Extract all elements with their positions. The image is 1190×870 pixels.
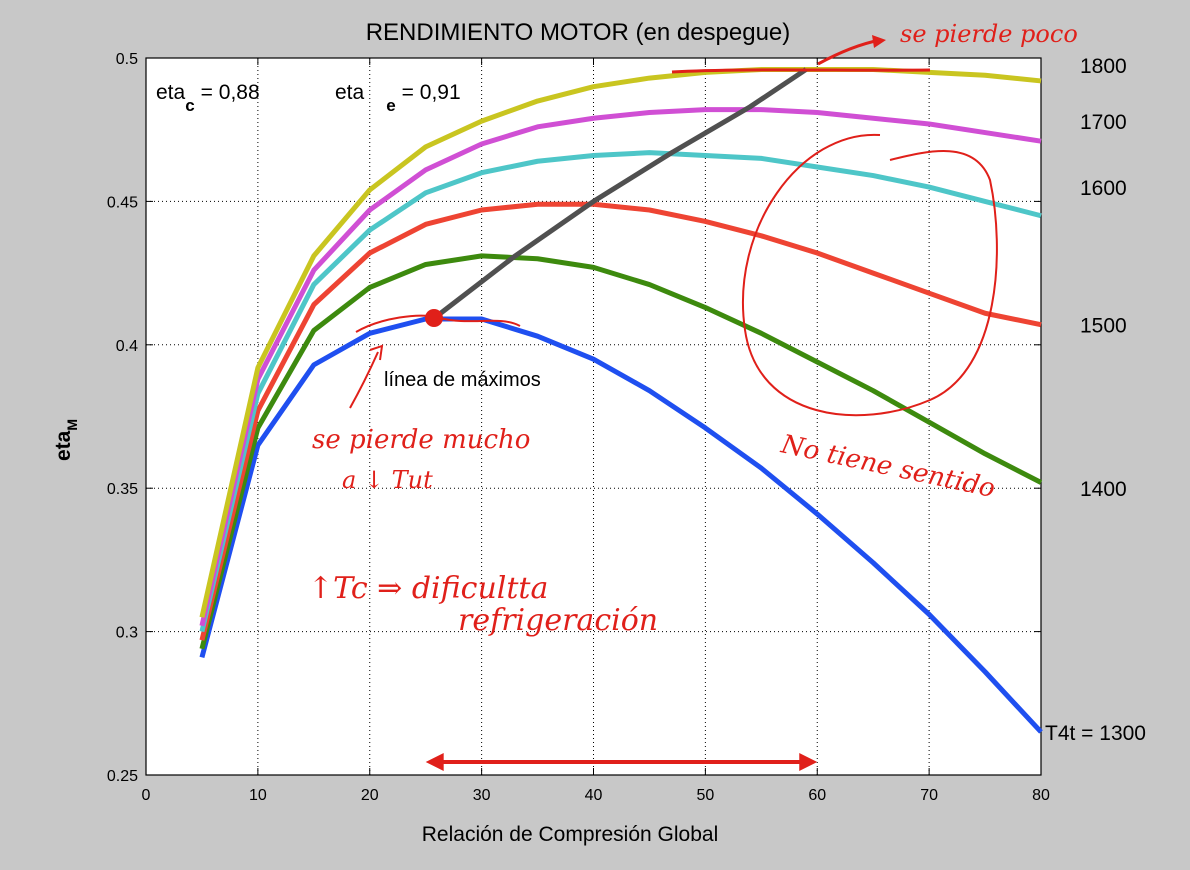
x-tick-label: 40 [585, 787, 603, 804]
y-axis-label-sub: M [64, 419, 80, 431]
ink-arrow-up [349, 351, 379, 409]
series-line-1 [199, 316, 1043, 734]
param-c-label: eta [156, 81, 186, 104]
param-e-subscript: e [386, 96, 395, 115]
ink-text-a-tut: a ↓ Tut [342, 466, 433, 494]
series-line-5 [199, 107, 1042, 627]
x-tick-label: 70 [920, 787, 938, 804]
max-line-label: línea de máximos [384, 369, 541, 391]
series-line-3 [199, 201, 1042, 641]
parameter-text: etac= 0,88 etae= 0,91 [156, 81, 461, 115]
series-labels: T4t = 1300 1400 1500 1600 1700 1800 [1045, 55, 1146, 745]
param-e-value: = 0,91 [402, 81, 461, 104]
ink-arrowhead-top [872, 35, 886, 48]
chart-title: RENDIMIENTO MOTOR (en despegue) [366, 19, 791, 46]
ink-text-refrigeracion: refrigeración [458, 603, 658, 638]
y-axis-label-main: eta [52, 430, 75, 461]
ink-range-arrow [425, 753, 818, 771]
x-tick-label: 50 [696, 787, 714, 804]
series-line-4 [199, 150, 1042, 633]
param-e-label: eta [335, 81, 365, 104]
series-label-3: 1500 [1080, 315, 1127, 338]
x-tick-label: 60 [808, 787, 826, 804]
x-axis: 0 10 20 30 40 50 60 70 80 [142, 58, 1050, 804]
ink-arrowhead-up [369, 344, 384, 361]
x-tick-label: 80 [1032, 787, 1050, 804]
ink-text-se-pierde-mucho: se pierde mucho [312, 425, 530, 455]
ink-underline-max [355, 314, 521, 333]
range-arrowhead-left [425, 753, 444, 771]
y-axis-label: etaM [52, 419, 80, 461]
y-tick-label: 0.4 [116, 338, 138, 355]
series-label-4: 1600 [1080, 177, 1127, 200]
ink-underline-top [671, 68, 931, 74]
x-tick-label: 0 [142, 787, 151, 804]
series-label-5: 1700 [1080, 111, 1127, 134]
svg-text:etaM: etaM [52, 419, 80, 461]
ink-max-dot [425, 309, 443, 327]
y-tick-label: 0.25 [107, 768, 138, 785]
ink-text-dificultta: ↑Tc ⇒ dificultta [308, 571, 548, 606]
series-line-2 [199, 253, 1043, 650]
x-tick-label: 20 [361, 787, 379, 804]
x-tick-label: 10 [249, 787, 267, 804]
svg-text:etac= 0,88: etac = 0,88 [156, 81, 260, 115]
series-label-2: 1400 [1080, 478, 1127, 501]
param-c-subscript: c [185, 96, 194, 115]
range-arrowhead-right [799, 753, 818, 771]
y-axis: 0.25 0.3 0.35 0.4 0.45 0.5 [107, 51, 1041, 785]
y-tick-label: 0.35 [107, 481, 138, 498]
ink-ellipse [742, 133, 998, 417]
series-label-1: T4t = 1300 [1045, 722, 1146, 745]
ink-text-se-pierde-poco: se pierde poco [900, 20, 1078, 48]
svg-text:etae= 0,91: eta e = 0,91 [335, 81, 461, 115]
y-tick-label: 0.3 [116, 625, 138, 642]
max-line [435, 67, 808, 319]
series-label-6: 1800 [1080, 55, 1127, 78]
y-tick-label: 0.5 [116, 51, 138, 68]
x-tick-label: 30 [473, 787, 491, 804]
x-axis-label: Relación de Compresión Global [422, 823, 719, 846]
param-c-value: = 0,88 [201, 81, 260, 104]
y-tick-label: 0.45 [107, 194, 138, 211]
